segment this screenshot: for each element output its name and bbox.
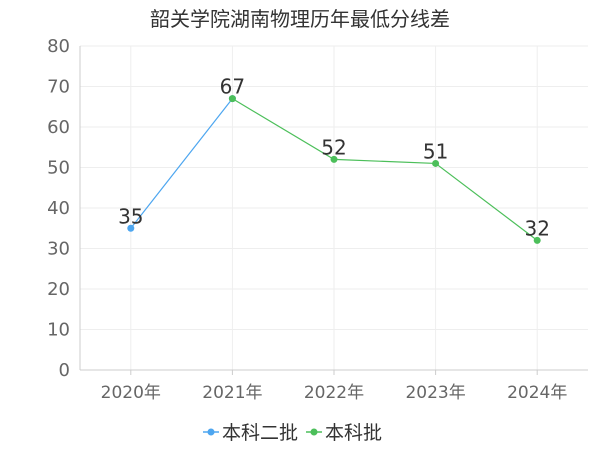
series-line [232, 98, 538, 241]
data-label: 35 [118, 204, 143, 228]
series [127, 95, 541, 244]
x-tick-label: 2023年 [405, 383, 465, 403]
data-label: 32 [524, 216, 549, 240]
legend-label: 本科批 [325, 422, 382, 444]
data-point [533, 236, 541, 244]
data-point [228, 95, 236, 103]
data-label: 67 [220, 75, 245, 99]
y-tick-label: 10 [47, 320, 70, 341]
legend-label: 本科二批 [222, 422, 298, 444]
gridlines [80, 45, 588, 370]
x-tick-label: 2021年 [202, 383, 262, 403]
chart-title: 韶关学院湖南物理历年最低分线差 [150, 7, 450, 31]
legend-item[interactable]: 本科批 [306, 422, 382, 444]
y-tick-label: 0 [59, 360, 70, 381]
y-tick-label: 30 [47, 239, 70, 260]
legend-marker [207, 428, 215, 436]
series-line [130, 98, 233, 229]
y-tick-label: 40 [47, 198, 70, 219]
y-tick-label: 70 [47, 77, 70, 98]
x-tick-label: 2020年 [101, 383, 161, 403]
data-label: 52 [321, 135, 346, 159]
data-label: 51 [423, 139, 448, 163]
y-tick-label: 20 [47, 279, 70, 300]
y-tick-label: 80 [47, 36, 70, 57]
legend-marker [310, 428, 318, 436]
y-tick-label: 60 [47, 117, 70, 138]
data-point [330, 155, 338, 163]
x-tick-label: 2024年 [507, 383, 567, 403]
x-axis-ticks: 2020年 2021年 2022年 2023年 2024年 [101, 383, 568, 403]
y-tick-label: 50 [47, 158, 70, 179]
y-axis-ticks: 0 10 20 30 40 50 60 70 80 [47, 36, 70, 381]
legend[interactable]: 本科二批 本科批 [203, 422, 382, 444]
data-point [432, 159, 440, 167]
legend-item[interactable]: 本科二批 [203, 422, 298, 444]
data-point [127, 224, 135, 232]
x-tick-label: 2022年 [304, 383, 364, 403]
data-labels: 35 67 52 51 32 [118, 75, 550, 241]
axes [79, 46, 588, 375]
